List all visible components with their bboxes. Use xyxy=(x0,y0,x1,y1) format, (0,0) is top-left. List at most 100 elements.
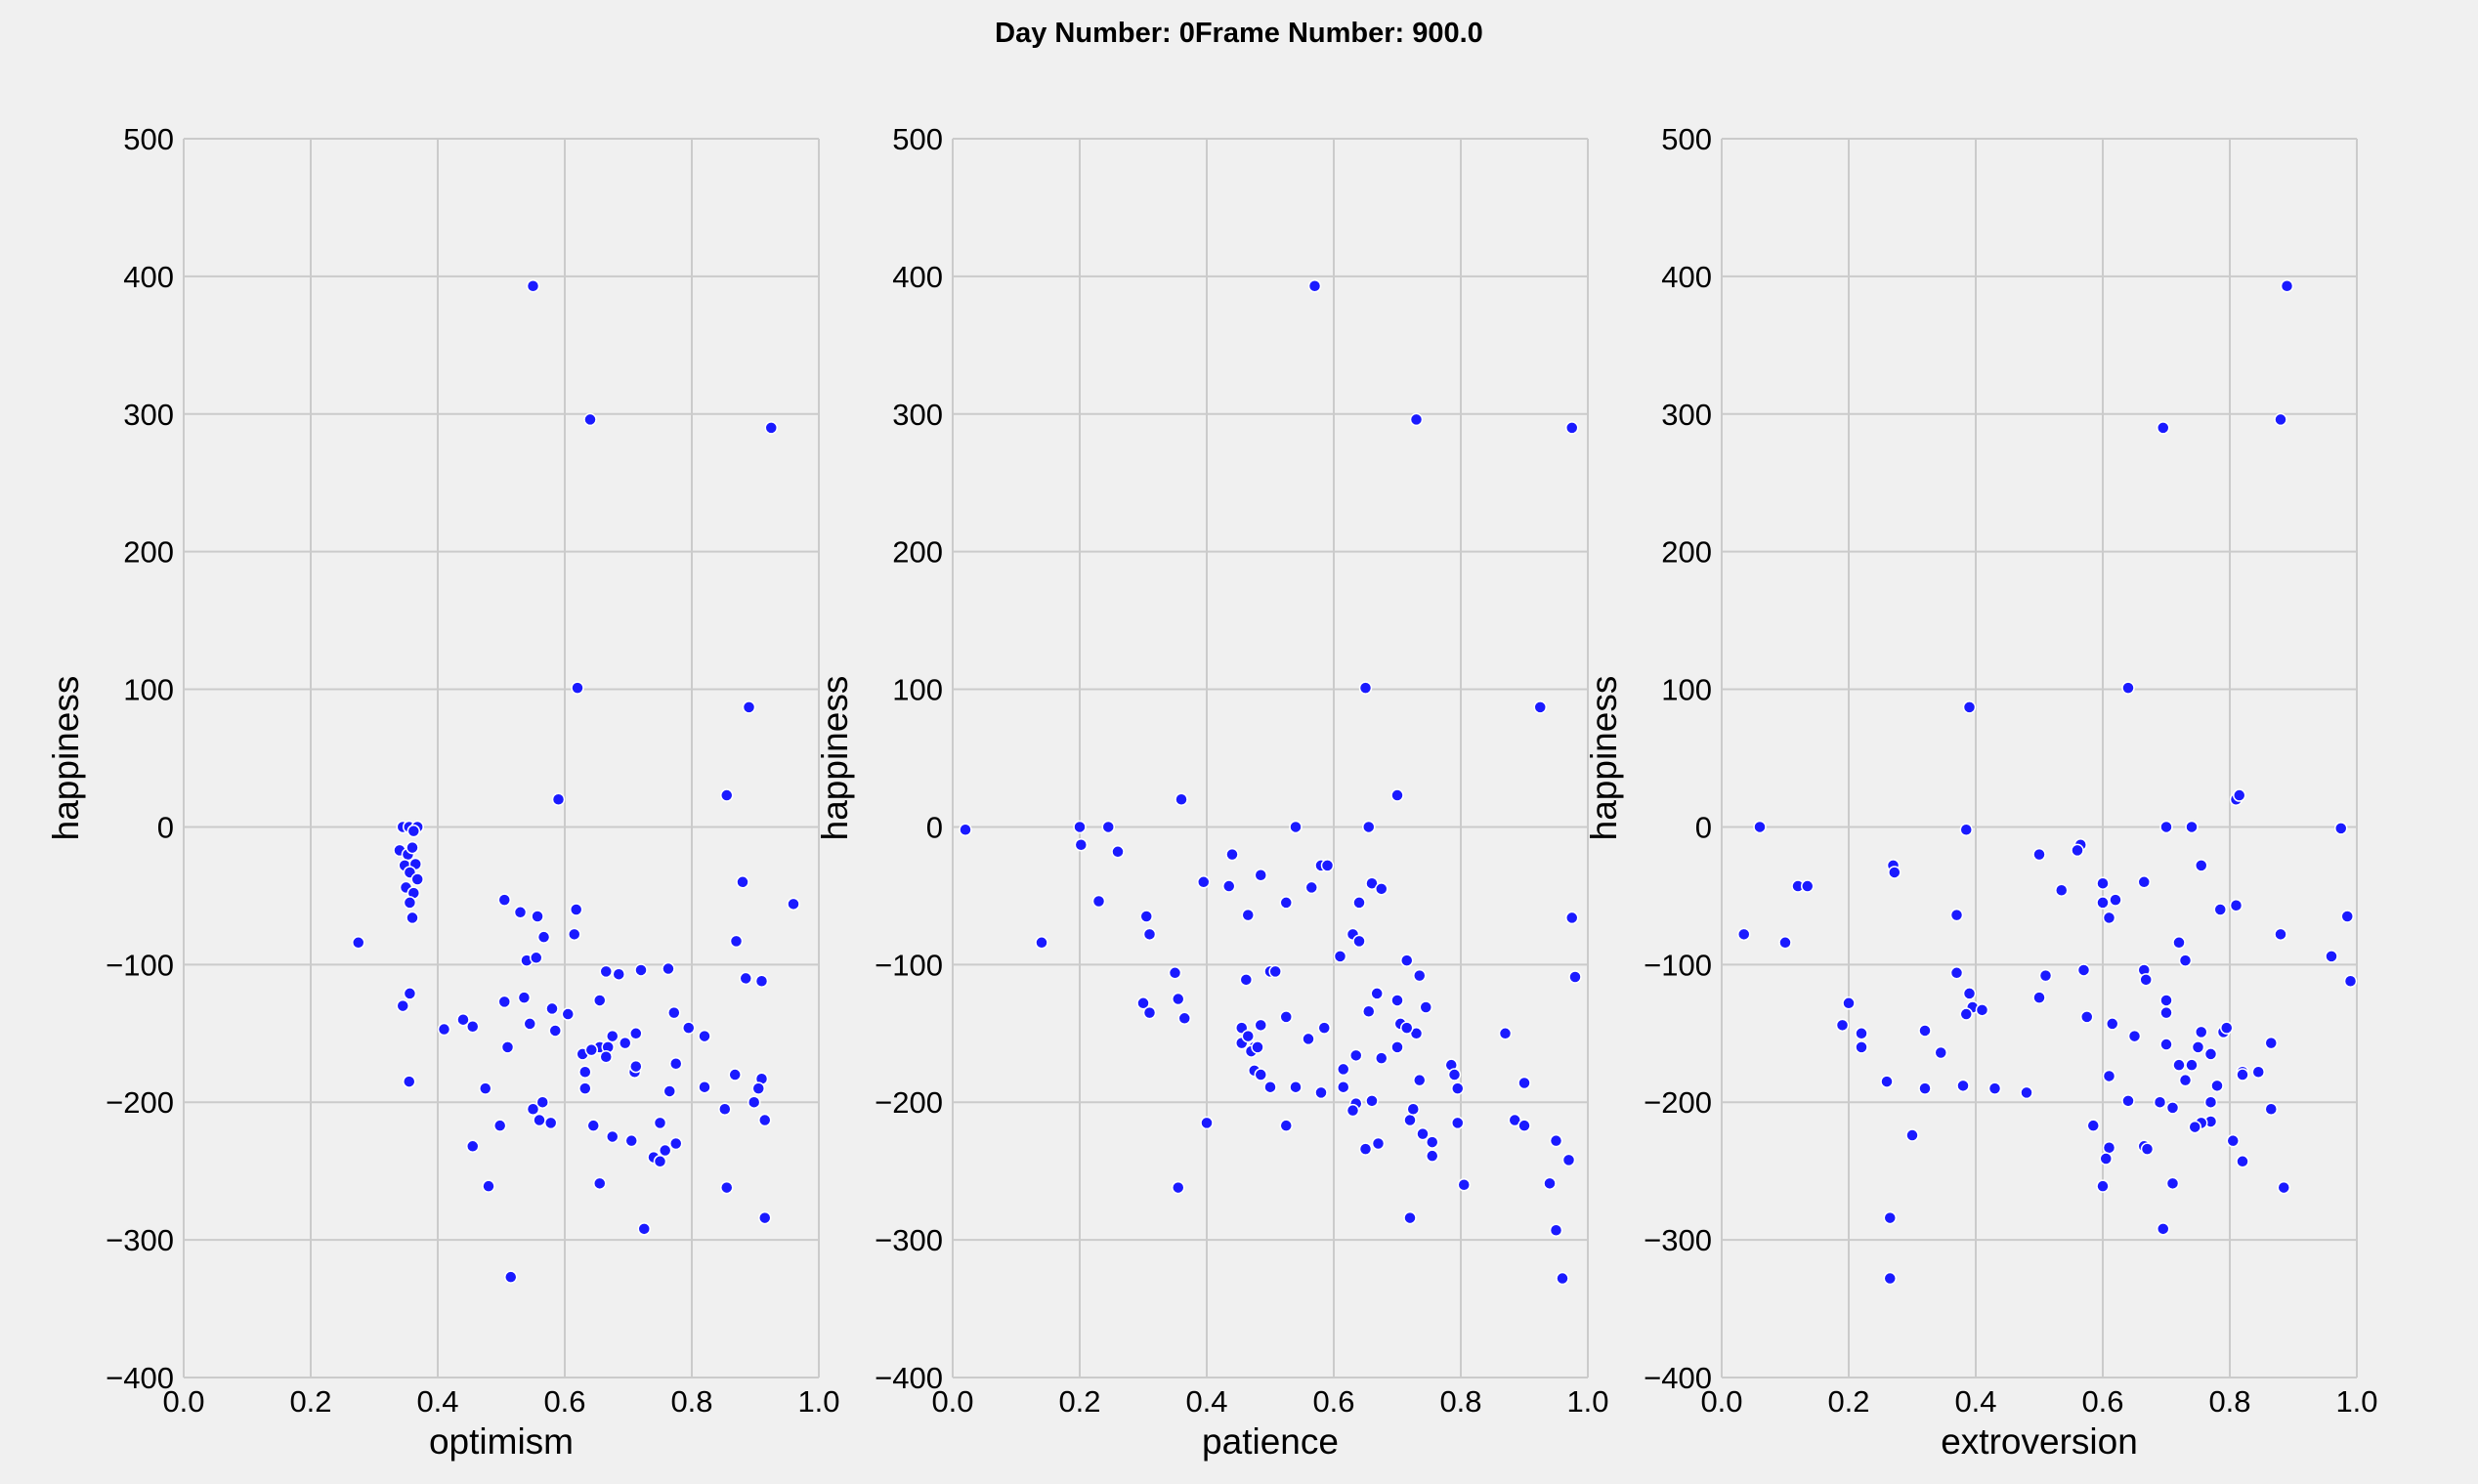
data-point xyxy=(669,1057,683,1071)
data-point xyxy=(1409,412,1424,427)
y-tick-label: 300 xyxy=(123,398,174,432)
data-point xyxy=(1753,820,1767,834)
data-point xyxy=(658,1143,672,1158)
y-tick-label: 100 xyxy=(892,673,943,707)
data-point xyxy=(1172,1180,1185,1195)
data-point xyxy=(662,1084,676,1098)
data-point xyxy=(2086,1119,2100,1132)
data-point xyxy=(2159,994,2173,1007)
y-tick-label: −300 xyxy=(1644,1223,1712,1257)
data-point xyxy=(698,1029,711,1043)
data-point xyxy=(1416,1126,1430,1141)
data-point xyxy=(2096,876,2110,890)
data-point xyxy=(1289,820,1303,834)
data-point xyxy=(1168,966,1182,980)
data-point xyxy=(742,700,756,714)
data-point xyxy=(2280,279,2294,293)
data-point xyxy=(1302,1032,1315,1046)
y-axis-label: happiness xyxy=(46,676,86,841)
data-point xyxy=(736,875,749,889)
data-point xyxy=(1419,1000,1432,1014)
data-point xyxy=(2139,973,2153,987)
data-point xyxy=(1451,1116,1465,1130)
data-point xyxy=(720,788,734,802)
y-axis-label: happiness xyxy=(815,676,855,841)
data-point xyxy=(729,934,744,949)
data-point xyxy=(1888,866,1901,879)
data-point xyxy=(535,1095,549,1109)
data-point xyxy=(548,1024,562,1038)
data-point xyxy=(533,1113,546,1127)
data-point xyxy=(466,1019,480,1034)
data-point xyxy=(1835,1018,1850,1033)
data-point xyxy=(578,1065,592,1079)
y-tick-label: 0 xyxy=(157,810,174,844)
data-point xyxy=(593,994,607,1007)
data-point xyxy=(1413,1073,1427,1087)
data-point xyxy=(1457,1178,1471,1192)
data-point xyxy=(1352,934,1366,949)
data-point xyxy=(352,936,365,950)
data-point xyxy=(2274,927,2287,942)
data-point xyxy=(698,1080,711,1094)
data-point xyxy=(1390,994,1404,1007)
data-point xyxy=(2185,820,2199,834)
y-tick-label: 500 xyxy=(892,122,943,156)
data-point xyxy=(606,1029,620,1043)
subplot-optimism: 0.0 0.2 0.4 0.6 0.8 1.0 500 400 300 200 100 0 −100 −2… xyxy=(46,122,840,1462)
data-point xyxy=(466,1139,480,1154)
y-tick-label: 100 xyxy=(123,673,174,707)
y-tick-label: −100 xyxy=(1644,948,1712,982)
data-point xyxy=(1358,1142,1373,1156)
data-point xyxy=(1959,823,1973,837)
data-point xyxy=(1333,950,1347,963)
data-point xyxy=(599,1049,613,1064)
x-tick-label: 0.2 xyxy=(1058,1384,1100,1419)
y-tick-label: −400 xyxy=(875,1361,943,1395)
data-point xyxy=(629,1059,643,1074)
x-tick-label: 0.8 xyxy=(2208,1384,2250,1419)
data-point xyxy=(758,1113,772,1127)
y-tick-label: 300 xyxy=(1661,398,1712,432)
data-point xyxy=(1263,1080,1277,1094)
data-point xyxy=(513,906,528,919)
data-point xyxy=(1918,1081,1932,1095)
data-point xyxy=(667,1005,681,1020)
data-point xyxy=(1241,1029,1255,1043)
data-point xyxy=(1934,1045,1947,1060)
data-point xyxy=(682,1021,696,1035)
x-tick-label: 0.6 xyxy=(543,1384,585,1419)
data-point xyxy=(396,998,409,1013)
data-point xyxy=(2178,954,2193,967)
y-tick-label: −300 xyxy=(106,1223,174,1257)
data-point xyxy=(1222,879,1236,893)
data-point xyxy=(2210,1079,2224,1093)
data-point xyxy=(1073,820,1087,834)
y-tick-label: −400 xyxy=(106,1361,174,1395)
data-point xyxy=(2106,1017,2119,1031)
y-tick-label: 500 xyxy=(1661,122,1712,156)
data-point xyxy=(1543,1176,1557,1191)
y-tick-label: 400 xyxy=(892,260,943,294)
data-point xyxy=(536,930,551,944)
subplot-patience: 0.0 0.2 0.4 0.6 0.8 1.0 500 400 300 200 100 0 −100 −2… xyxy=(815,122,1609,1462)
y-tick-label: 500 xyxy=(123,122,174,156)
data-point xyxy=(1352,896,1366,910)
data-point xyxy=(1200,1116,1214,1130)
x-axis-label: optimism xyxy=(429,1421,574,1462)
data-point xyxy=(2080,1010,2094,1024)
data-point xyxy=(586,1119,600,1132)
data-point xyxy=(406,824,421,838)
data-point xyxy=(1091,894,1106,909)
data-point xyxy=(739,971,752,986)
data-point xyxy=(751,1081,765,1095)
y-tick-label: 400 xyxy=(1661,260,1712,294)
data-point xyxy=(1498,1027,1513,1040)
data-point xyxy=(1241,908,1255,922)
x-tick-label: 0.0 xyxy=(162,1384,204,1419)
x-tick-label: 0.4 xyxy=(416,1384,458,1419)
data-point xyxy=(1737,927,1751,942)
data-point xyxy=(1447,1068,1462,1081)
data-point xyxy=(2121,1094,2135,1108)
